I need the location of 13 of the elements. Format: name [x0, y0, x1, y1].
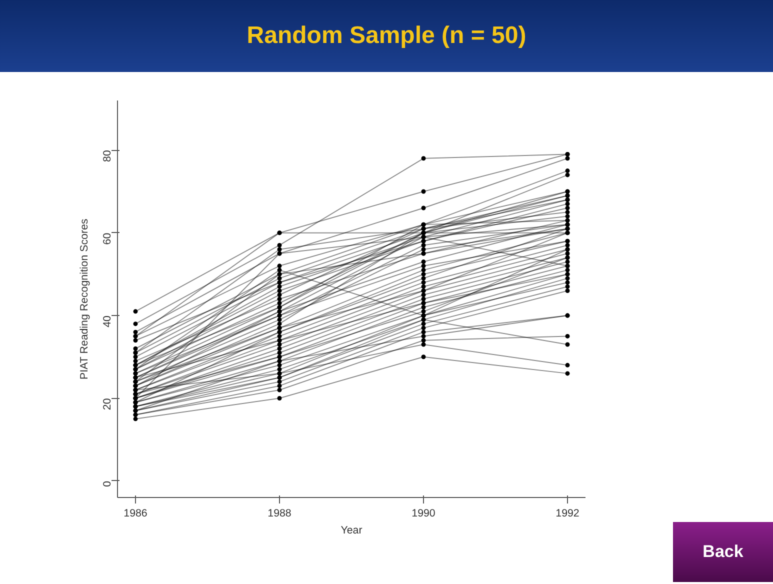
y-axis-title: PIAT Reading Recognition Scores	[78, 218, 90, 380]
y-tick-label: 0	[102, 480, 114, 487]
x-axis-title: Year	[340, 524, 363, 536]
chart-title: Random Sample (n = 50)	[0, 0, 773, 72]
text: Back	[673, 522, 773, 582]
y-tick-label: 80	[102, 150, 114, 162]
x-tick-label: 1988	[268, 508, 292, 520]
y-tick-label: 60	[102, 232, 114, 245]
x-tick-label: 1992	[556, 508, 580, 520]
y-tick-label: 20	[102, 398, 114, 410]
x-tick-label: 1986	[124, 508, 148, 520]
x-tick-label: 1990	[412, 508, 436, 520]
y-tick-label: 40	[102, 315, 114, 328]
